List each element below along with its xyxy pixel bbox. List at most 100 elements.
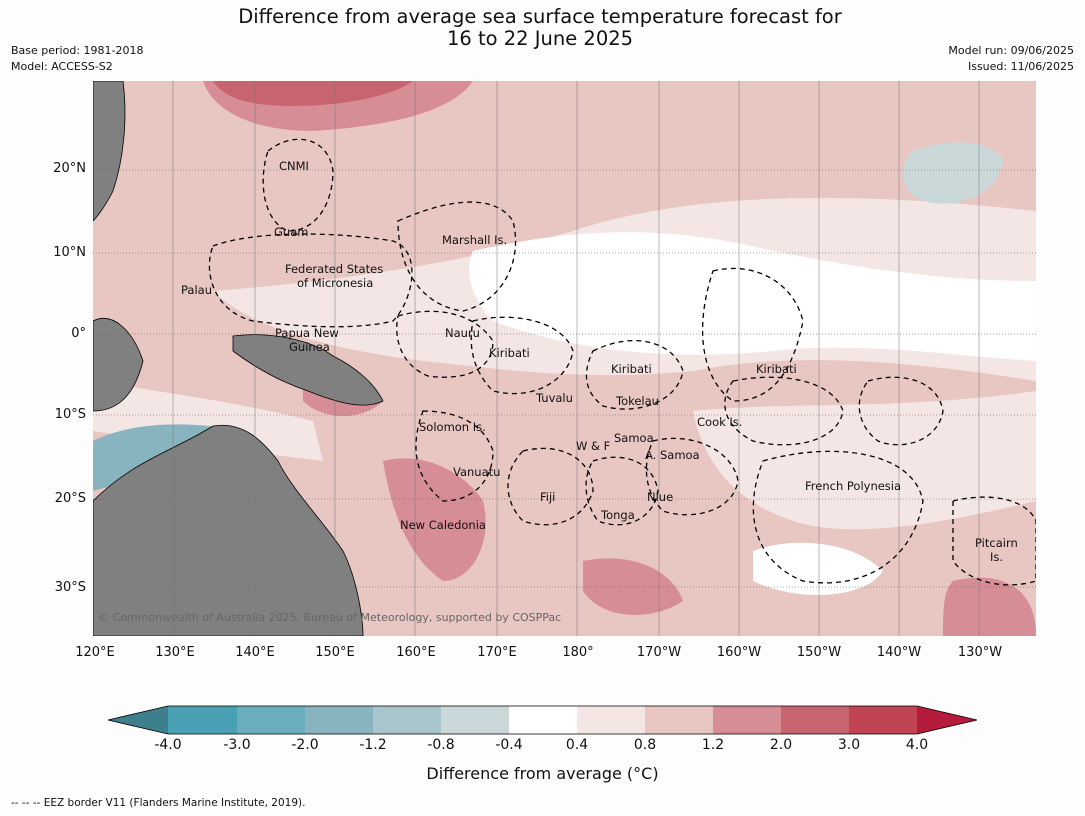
lon-label-160w: 160°W <box>716 645 762 660</box>
label-cook-islands: Cook Is. <box>697 415 742 429</box>
label-niue: Niue <box>647 490 673 504</box>
issued-date: Issued: 11/06/2025 <box>967 60 1074 73</box>
neutral-band <box>469 232 1036 361</box>
colorbar-bin-11 <box>849 706 917 734</box>
colorbar-bin-4 <box>373 706 441 734</box>
left-metadata: Base period: 1981-2018 Model: ACCESS-S2 <box>11 43 143 75</box>
colorbar-bin-10 <box>781 706 849 734</box>
colorbar <box>107 705 978 735</box>
sst-map: CNMI Guam Marshall Is. Federated States … <box>93 81 1036 636</box>
mild-coral-sea <box>93 381 323 461</box>
lat-label-10s: 10°S <box>54 407 86 422</box>
label-kiribati-central: Kiribati <box>611 362 652 376</box>
australia-landmass <box>93 424 364 636</box>
eez-borders <box>208 138 1036 586</box>
label-new-caledonia: New Caledonia <box>400 518 486 532</box>
lat-label-10n: 10°N <box>53 245 86 260</box>
lon-label-180: 180° <box>562 645 594 660</box>
colorbar-tick: 2.0 <box>769 737 793 753</box>
colorbar-high-extension <box>917 706 977 734</box>
model-run: Model run: 09/06/2025 <box>948 44 1074 57</box>
lon-label-140e: 140°E <box>235 645 275 660</box>
map-title: Difference from average sea surface temp… <box>0 6 1085 50</box>
map-canvas: CNMI Guam Marshall Is. Federated States … <box>93 81 1036 636</box>
colorbar-tick: 3.0 <box>837 737 861 753</box>
base-period: Base period: 1981-2018 <box>11 44 144 57</box>
colorbar-tick: -3.0 <box>223 737 251 753</box>
new-guinea-landmass <box>232 334 384 406</box>
colorbar-tick: 0.4 <box>565 737 589 753</box>
label-fiji: Fiji <box>540 490 555 504</box>
lat-label-30s: 30°S <box>54 580 86 595</box>
label-wallis-futuna: W & F <box>576 439 610 453</box>
lat-label-equator: 0° <box>71 326 86 341</box>
colorbar-bin-7 <box>577 706 645 734</box>
indonesia-landmass <box>93 318 144 412</box>
colorbar-bin-3 <box>305 706 373 734</box>
label-png-line-1: Papua New <box>275 326 339 340</box>
label-kiribati-east: Kiribati <box>756 362 797 376</box>
cool-patch-hawaii <box>902 142 1003 204</box>
label-guam: Guam <box>274 225 308 239</box>
colorbar-tick: -0.4 <box>495 737 523 753</box>
colorbar-tick: -4.0 <box>154 737 182 753</box>
lat-label-20n: 20°N <box>53 161 86 176</box>
label-american-samoa: A. Samoa <box>645 448 700 462</box>
label-nauru: Nauru <box>445 326 480 340</box>
lon-label-130e: 130°E <box>155 645 195 660</box>
label-fsm-line-2: of Micronesia <box>297 276 373 290</box>
label-samoa: Samoa <box>614 431 654 445</box>
label-png-line-2: Guinea <box>289 340 330 354</box>
colorbar-tick: -1.2 <box>359 737 387 753</box>
lon-label-130w: 130°W <box>957 645 1003 660</box>
lon-label-170e: 170°E <box>477 645 517 660</box>
colorbar-tick: -0.8 <box>427 737 455 753</box>
label-kiribati-west: Kiribati <box>489 346 530 360</box>
colorbar-tick: -2.0 <box>291 737 319 753</box>
colorbar-label: Difference from average (°C) <box>426 764 659 783</box>
lon-label-170w: 170°W <box>636 645 682 660</box>
label-marshall-islands: Marshall Is. <box>442 233 507 247</box>
lon-label-150w: 150°W <box>796 645 842 660</box>
colorbar-tick: 1.2 <box>701 737 725 753</box>
label-fsm-line-1: Federated States <box>285 262 383 276</box>
right-metadata: Model run: 09/06/2025 Issued: 11/06/2025 <box>948 43 1074 75</box>
colorbar-bin-6 <box>509 706 577 734</box>
label-tonga: Tonga <box>600 508 635 522</box>
very-warm-north-west <box>213 81 413 106</box>
label-french-polynesia: French Polynesia <box>805 479 901 493</box>
colorbar-bin-9 <box>713 706 781 734</box>
colorbar-tick: 4.0 <box>905 737 929 753</box>
model-name: Model: ACCESS-S2 <box>11 60 113 73</box>
lon-label-140w: 140°W <box>876 645 922 660</box>
label-palau: Palau <box>181 283 212 297</box>
colorbar-bin-8 <box>645 706 713 734</box>
label-pitcairn-line-1: Pitcairn <box>975 536 1018 550</box>
label-tuvalu: Tuvalu <box>535 391 573 405</box>
title-line-2: 16 to 22 June 2025 <box>446 27 634 50</box>
label-vanuatu: Vanuatu <box>453 465 500 479</box>
colorbar-tick: 0.8 <box>633 737 657 753</box>
mild-south-east <box>693 391 1036 530</box>
latitude-gridlines <box>93 169 1036 588</box>
lon-label-150e: 150°E <box>315 645 355 660</box>
lon-label-160e: 160°E <box>396 645 436 660</box>
longitude-gridlines <box>172 81 980 636</box>
philippines-landmass <box>93 81 126 222</box>
lat-label-20s: 20°S <box>54 491 86 506</box>
label-cnmi: CNMI <box>279 159 309 173</box>
copyright-notice: © Commonwealth of Australia 2025, Bureau… <box>98 611 561 624</box>
colorbar-bin-1 <box>168 706 237 734</box>
label-tokelau: Tokelau <box>615 394 659 408</box>
warm-far-south-east <box>943 577 1036 636</box>
label-solomon-islands: Solomon Is. <box>419 420 486 434</box>
eez-legend-note: -- -- -- EEZ border V11 (Flanders Marine… <box>11 797 306 809</box>
lon-label-120e: 120°E <box>75 645 115 660</box>
neutral-patch-se <box>753 542 883 595</box>
label-pitcairn-line-2: Is. <box>990 550 1003 564</box>
colorbar-bin-5 <box>441 706 509 734</box>
colorbar-outline <box>107 705 978 735</box>
colorbar-bin-2 <box>237 706 305 734</box>
colorbar-low-extension <box>108 706 168 734</box>
warm-new-caledonia <box>383 458 486 581</box>
